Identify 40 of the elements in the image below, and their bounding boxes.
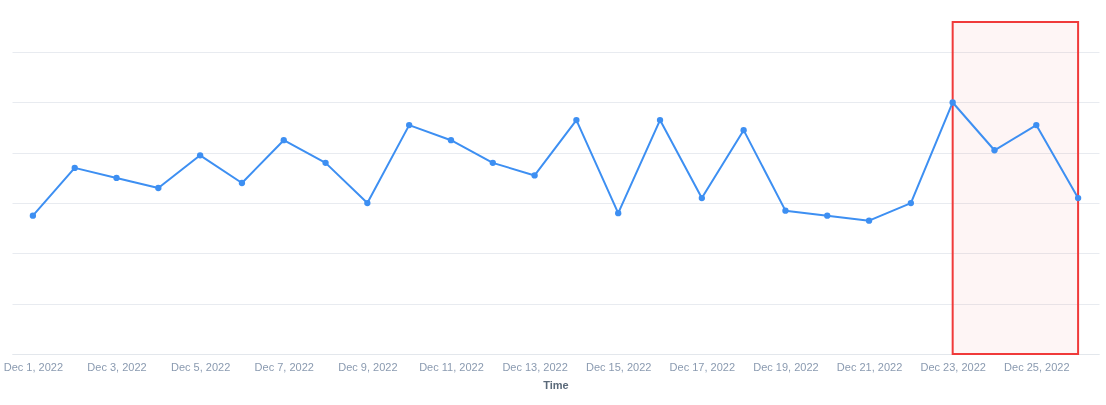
- point: [782, 207, 789, 214]
- x-tick-label: Dec 21, 2022: [836, 360, 903, 373]
- point: [865, 217, 873, 224]
- x-tick-label: Dec 17, 2022: [669, 360, 736, 373]
- point: [1033, 121, 1040, 129]
- x-tick-label: Dec 15, 2022: [585, 360, 652, 373]
- point: [991, 147, 998, 154]
- point: [1074, 194, 1082, 202]
- point: [573, 116, 580, 124]
- point: [364, 199, 371, 207]
- point: [907, 199, 915, 207]
- point: [196, 152, 204, 159]
- x-tick-label: Dec 13, 2022: [502, 360, 568, 373]
- x-tick-label: Dec 11, 2022: [419, 360, 484, 373]
- x-tick-label: Dec 25, 2022: [1004, 360, 1070, 373]
- point: [656, 116, 664, 124]
- point: [238, 179, 246, 187]
- x-tick-label: Dec 23, 2022: [920, 360, 986, 373]
- point: [531, 172, 538, 179]
- x-tick-label: Dec 9, 2022: [338, 360, 398, 373]
- point: [949, 99, 956, 106]
- x-tick-label: Dec 7, 2022: [254, 360, 314, 373]
- point: [155, 184, 162, 192]
- point: [615, 210, 622, 217]
- point: [322, 159, 329, 166]
- point: [29, 212, 37, 219]
- point: [71, 164, 78, 172]
- point: [406, 121, 413, 129]
- x-tick-label: Dec 3, 2022: [87, 360, 147, 373]
- point: [489, 159, 496, 166]
- x-axis-title: Time: [543, 378, 569, 391]
- point: [280, 137, 287, 144]
- point: [447, 137, 455, 144]
- x-tick-label: Dec 5, 2022: [170, 360, 231, 373]
- point: [113, 174, 120, 182]
- point: [698, 194, 705, 202]
- point: [824, 212, 831, 219]
- x-tick-label: Dec 1, 2022: [3, 360, 64, 373]
- x-tick-label: Dec 19, 2022: [753, 360, 819, 373]
- point: [740, 127, 747, 134]
